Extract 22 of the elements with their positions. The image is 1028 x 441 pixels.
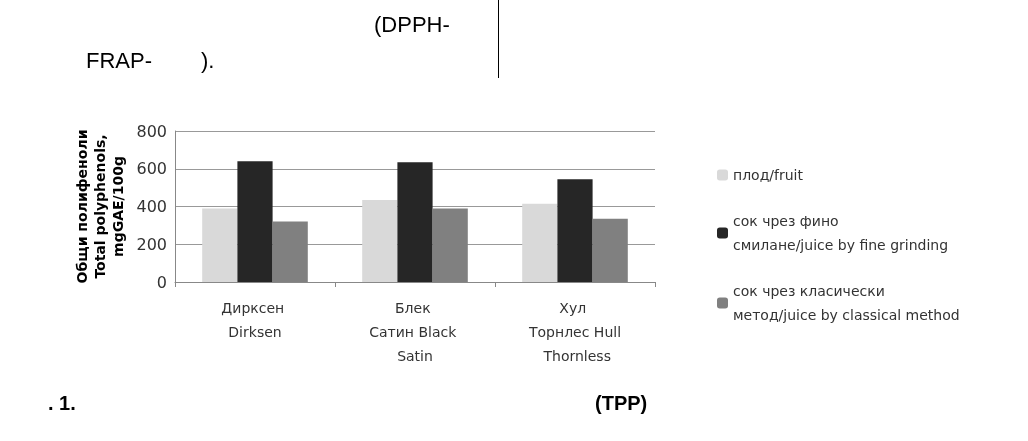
y-tick-label: 400 (136, 197, 167, 216)
text: (TPP) (595, 392, 648, 415)
legend-label: сок чрез фино смилане/juice by fine grinding (733, 213, 949, 253)
x-tick-label: Хул Торнлес Hull Thornless (527, 300, 622, 364)
y-tick-label: 200 (136, 234, 167, 254)
y-tick-label: 0 (156, 272, 167, 292)
bar (362, 199, 398, 282)
bar (522, 203, 558, 282)
y-tick-label: 600 (136, 159, 167, 179)
text: (DPPH- (374, 12, 450, 38)
bar (202, 208, 238, 282)
bar (557, 179, 593, 282)
x-tick-label: Дирксен Dirksen (221, 300, 289, 340)
x-tick-label: Блек Сатин Black Satin (369, 300, 461, 364)
legend-label: сок чрез класически метод/juice by classical method (733, 283, 960, 323)
bar (237, 161, 273, 282)
text: FRAP- ). (86, 48, 215, 74)
legend-label: плод/fruit (733, 167, 804, 183)
bar (397, 162, 433, 282)
text: . 1. (48, 392, 76, 415)
y-axis-title: Общи полифеноли Total polyphenols, mgGAE/100g (74, 129, 126, 284)
y-tick-label: 800 (136, 121, 167, 141)
